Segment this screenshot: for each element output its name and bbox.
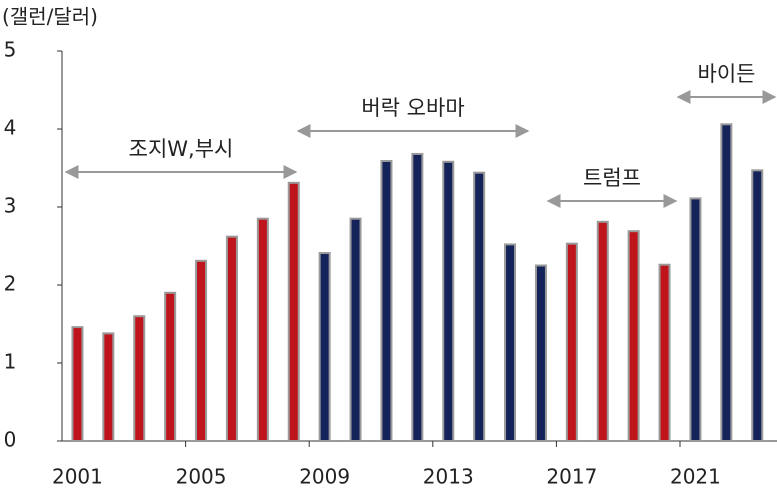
y-tick-label: 3	[4, 194, 17, 218]
bar	[164, 291, 177, 442]
bar	[596, 220, 609, 442]
annotation: 조지W,부시	[129, 137, 234, 161]
y-tick-label: 1	[4, 350, 17, 374]
x-tick-label: 2005	[176, 465, 227, 489]
x-tick-label: 2001	[52, 465, 103, 489]
bar	[225, 235, 238, 442]
bar	[442, 160, 455, 442]
bar	[411, 152, 424, 443]
annotation: 바이든	[698, 62, 756, 86]
x-tick-label: 2009	[299, 465, 350, 489]
y-tick-label: 2	[4, 272, 17, 296]
bar	[751, 169, 764, 442]
axis-label: (갤런/달러)	[2, 5, 98, 29]
bar	[534, 264, 547, 442]
bar	[380, 159, 393, 442]
bar	[318, 252, 331, 442]
bar	[349, 217, 362, 442]
x-tick-label: 2017	[546, 465, 597, 489]
annotation: 버락 오바마	[361, 96, 464, 120]
bar	[102, 332, 115, 442]
bar	[473, 171, 486, 442]
x-tick-label: 2021	[670, 465, 721, 489]
bar	[627, 230, 640, 442]
bar	[720, 123, 733, 442]
bar	[565, 242, 578, 442]
bar	[71, 326, 84, 442]
bar	[195, 259, 208, 442]
y-tick-label: 4	[4, 116, 17, 140]
y-tick-label: 0	[4, 428, 17, 452]
x-tick-label: 2013	[423, 465, 474, 489]
bar	[287, 181, 300, 442]
bar	[658, 263, 671, 442]
y-tick-label: 5	[4, 38, 17, 62]
bar	[689, 197, 702, 442]
annotation: 트럼프	[583, 166, 641, 190]
bar	[133, 315, 146, 443]
bar	[256, 217, 269, 442]
bar	[504, 243, 517, 442]
